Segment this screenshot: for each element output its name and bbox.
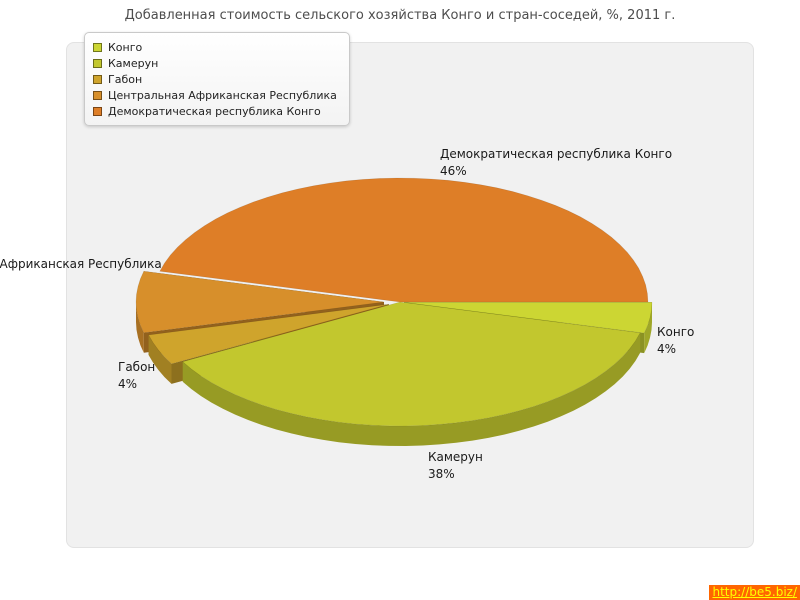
legend-label: Габон xyxy=(108,72,143,86)
slice-label-kongo: Конго 4% xyxy=(657,324,694,358)
legend-row: Конго xyxy=(93,39,337,55)
legend-row: Демократическая республика Конго xyxy=(93,103,337,119)
legend-bullet-icon xyxy=(93,90,102,100)
legend-bullet-icon xyxy=(93,74,102,84)
legend-bullet-icon xyxy=(93,58,102,68)
slice-label-pct: 4% xyxy=(118,377,138,391)
legend-bullet-icon xyxy=(93,106,102,116)
legend-label: Демократическая республика Конго xyxy=(108,104,321,118)
watermark-link[interactable]: http://be5.biz/ xyxy=(709,585,800,600)
legend-label: Центральная Африканская Республика xyxy=(108,88,337,102)
legend-row: Камерун xyxy=(93,55,337,71)
legend: Конго Камерун Габон Центральная Африканс… xyxy=(84,32,350,126)
slice-label-pct: 46% xyxy=(440,164,467,178)
chart-title: Добавленная стоимость сельского хозяйств… xyxy=(124,8,676,23)
legend-row: Габон xyxy=(93,71,337,87)
slice-label-name: Габон xyxy=(118,360,156,374)
slice-label-gabon: Габон 4% xyxy=(118,359,155,393)
slice-label-name: Конго xyxy=(657,325,695,339)
slice-label-name: Центральная Африканская Республика xyxy=(0,257,162,271)
legend-label: Конго xyxy=(108,40,143,54)
slice-label-kamerun: Камерун 38% xyxy=(428,449,483,483)
slice-label-name: Демократическая республика Конго xyxy=(440,147,673,161)
slice-label-pct: 8% xyxy=(0,273,162,290)
legend-bullet-icon xyxy=(93,42,102,52)
slice-label-drk: Демократическая республика Конго 46% xyxy=(440,146,672,180)
slice-label-pct: 4% xyxy=(657,342,677,356)
slice-label-car: Центральная Африканская Республика 8% xyxy=(0,256,162,290)
slice-label-name: Камерун xyxy=(428,450,483,464)
legend-row: Центральная Африканская Республика xyxy=(93,87,337,103)
slice-label-pct: 38% xyxy=(428,467,455,481)
legend-label: Камерун xyxy=(108,56,159,70)
